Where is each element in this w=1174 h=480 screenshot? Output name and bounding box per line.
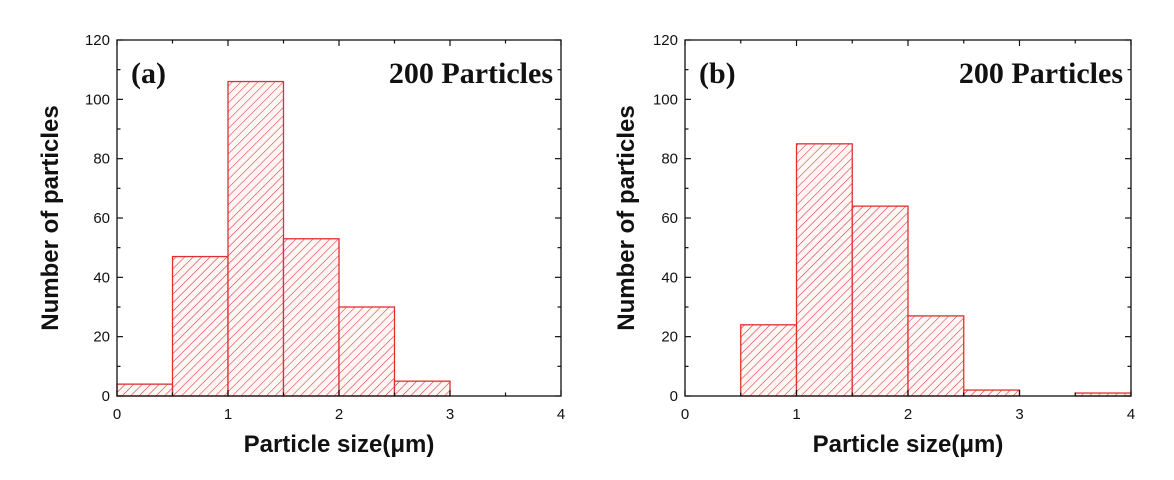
histogram-bar <box>171 255 229 397</box>
x-axis-label: Particle size(μm) <box>813 431 1004 458</box>
histogram-bar <box>393 380 451 397</box>
x-axis-label: Particle size(μm) <box>244 431 435 458</box>
particle-count-annotation: 200 Particles <box>959 57 1123 90</box>
bar-group <box>740 143 1132 397</box>
x-tick-label: 1 <box>224 406 232 423</box>
histogram-bar <box>963 389 1021 397</box>
y-tick-label: 20 <box>661 329 678 346</box>
x-tick-label: 3 <box>1015 406 1023 423</box>
y-tick-label: 40 <box>661 269 678 286</box>
histogram-bar <box>116 383 174 397</box>
histogram-bar <box>338 306 396 397</box>
x-tick-label: 3 <box>446 406 454 423</box>
y-tick-label: 120 <box>85 32 110 49</box>
y-tick-label: 40 <box>93 269 110 286</box>
x-tick-label: 0 <box>113 406 121 423</box>
y-tick-label: 0 <box>670 388 678 405</box>
y-tick-label: 80 <box>93 151 110 168</box>
histogram-bar <box>282 238 340 397</box>
x-tick-label: 2 <box>904 406 912 423</box>
panel-label: (b) <box>699 57 736 90</box>
y-tick-label: 100 <box>653 91 678 108</box>
x-tick-label: 4 <box>557 406 565 423</box>
x-tick-label: 2 <box>335 406 343 423</box>
y-axis-label: Number of particles <box>613 105 640 330</box>
y-axis-label: Number of particles <box>37 105 64 330</box>
y-tick-label: 120 <box>653 32 678 49</box>
x-tick-label: 4 <box>1127 406 1135 423</box>
bar-group <box>116 80 451 397</box>
panel-label: (a) <box>131 57 166 90</box>
y-tick-label: 100 <box>85 91 110 108</box>
y-tick-label: 80 <box>661 151 678 168</box>
particle-count-annotation: 200 Particles <box>389 57 553 90</box>
histogram-bar <box>907 315 965 397</box>
y-tick-label: 60 <box>661 210 678 227</box>
histogram-bar <box>740 324 798 397</box>
x-tick-label: 1 <box>792 406 800 423</box>
x-tick-label: 0 <box>681 406 689 423</box>
histogram-bar <box>795 143 853 397</box>
histogram-bar <box>851 205 909 397</box>
y-tick-label: 20 <box>93 329 110 346</box>
y-tick-label: 60 <box>93 210 110 227</box>
histogram-bar <box>227 80 285 397</box>
y-tick-label: 0 <box>102 388 110 405</box>
